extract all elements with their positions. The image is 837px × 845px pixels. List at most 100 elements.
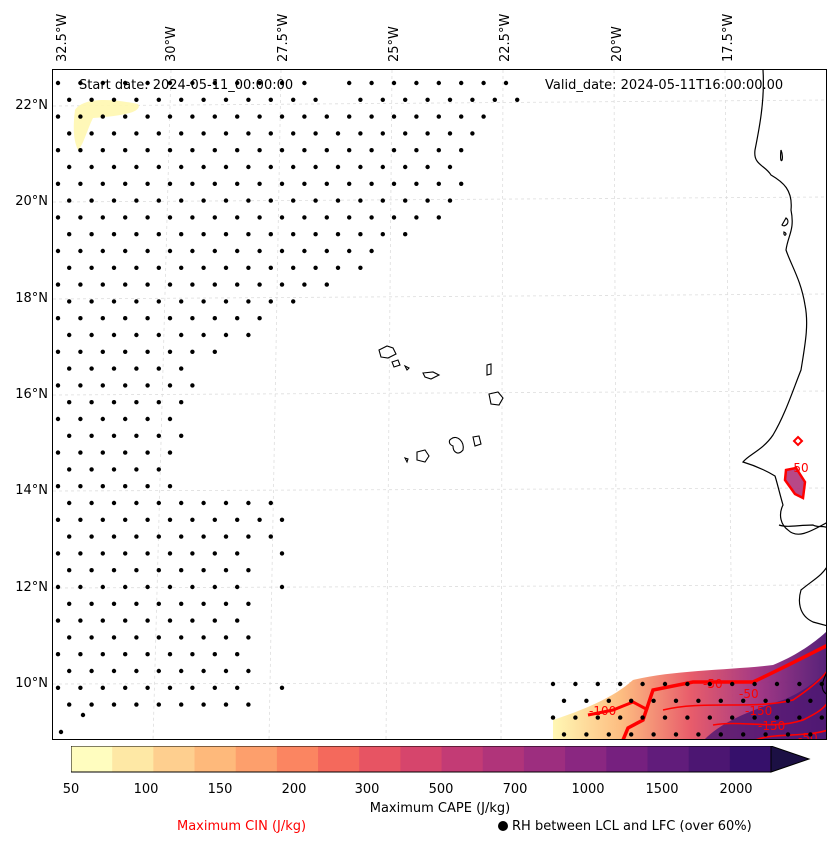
rh-dot (123, 618, 128, 623)
rh-dot (111, 265, 117, 270)
rh-dot (347, 181, 352, 186)
rh-dot (167, 80, 173, 86)
rh-dot (291, 265, 296, 270)
rh-dot (212, 685, 217, 690)
rh-dot (179, 601, 184, 606)
rh-dot (123, 416, 128, 422)
rh-dot (111, 299, 117, 304)
rh-dot (246, 568, 251, 573)
cape-colorbar (71, 746, 811, 773)
rh-dot (100, 484, 105, 489)
rh-dot (662, 715, 668, 720)
rh-dot (436, 215, 441, 220)
rh-dot (403, 198, 408, 203)
rh-dot (67, 164, 72, 170)
rh-dot (190, 215, 195, 220)
rh-dot (503, 80, 509, 86)
rh-dot (380, 164, 385, 170)
rh-dot (89, 601, 94, 606)
rh-dot (100, 416, 105, 422)
rh-dot (156, 635, 161, 640)
lat-label-20n: 20°N (15, 194, 48, 209)
rh-dot (89, 500, 94, 506)
rh-dot (223, 198, 229, 203)
rh-dot (358, 198, 363, 203)
rh-dot (111, 131, 117, 136)
rh-dot (436, 114, 441, 119)
rh-dot (111, 500, 117, 506)
rh-dot (279, 517, 285, 522)
rh-dot (179, 366, 184, 371)
cin-contour-labels: -50 -50 -50 -100 -150 -150 -50 (589, 461, 818, 739)
rh-dot (67, 198, 72, 203)
rh-dot (89, 198, 94, 203)
rh-dot (268, 164, 273, 170)
rh-dot (111, 534, 117, 539)
rh-dot (302, 215, 307, 220)
rh-dot (201, 332, 206, 338)
rh-dot (190, 551, 195, 556)
rh-dot (179, 131, 184, 136)
rh-dot (134, 366, 139, 371)
rh-dot (67, 601, 72, 606)
rh-dot (145, 215, 150, 220)
colorbar-cell (359, 746, 401, 772)
rh-dot (302, 80, 307, 86)
rh-dot (291, 97, 296, 102)
rh-dot (145, 584, 150, 590)
rh-dot (752, 715, 757, 720)
lon-label-27-5w: 27.5°W (276, 13, 291, 62)
rh-dot (78, 551, 83, 556)
rh-dot (414, 215, 419, 220)
rh-dot (179, 635, 184, 640)
rh-dot (89, 164, 94, 170)
colorbar-cell (318, 746, 360, 772)
rh-dot (358, 131, 363, 136)
rh-dot (167, 484, 173, 489)
rh-dot (246, 601, 251, 606)
rh-dot (212, 114, 217, 119)
rh-dot (55, 316, 61, 321)
rh-dot (696, 698, 701, 703)
rh-dot (55, 248, 61, 254)
rh-dot (618, 681, 623, 687)
rh-dot (436, 181, 441, 186)
rh-dot (100, 282, 105, 287)
lat-label-12n: 12°N (15, 580, 48, 595)
rh-dot (785, 732, 791, 737)
rh-dot (145, 349, 150, 354)
contour-label: -150 (758, 719, 785, 733)
cin-legend-label: Maximum CIN (J/kg) (177, 819, 307, 834)
rh-dot (179, 400, 184, 405)
rh-dot (584, 732, 589, 737)
rh-dot (246, 635, 251, 640)
rh-dot (347, 80, 352, 86)
contour-label: -50 (703, 677, 723, 691)
rh-dot (246, 232, 251, 237)
rh-dot (55, 517, 61, 522)
rh-dot (123, 181, 128, 186)
rh-dot (313, 164, 318, 170)
rh-dot (797, 715, 802, 720)
rh-dot (436, 148, 441, 153)
rh-dot (403, 164, 408, 170)
rh-dot (100, 517, 105, 522)
rh-dot (145, 517, 150, 522)
map-panel[interactable]: -50 -50 -50 -100 -150 -150 -50 (52, 69, 827, 740)
rh-dot (279, 114, 285, 119)
rh-dot (123, 248, 128, 254)
rh-dot (380, 131, 385, 136)
rh-dot (134, 568, 139, 573)
rh-dot (78, 652, 83, 657)
rh-dot (246, 97, 251, 102)
rh-dot (707, 681, 712, 687)
rh-dot (123, 450, 128, 455)
rh-dot (380, 97, 385, 102)
rh-dot (58, 729, 64, 735)
rh-dot (89, 433, 94, 438)
rh-dot (111, 702, 117, 707)
rh-dot (134, 601, 139, 606)
rh-dot (291, 164, 296, 170)
colorbar-cell (647, 746, 690, 772)
rh-dot (179, 433, 184, 438)
